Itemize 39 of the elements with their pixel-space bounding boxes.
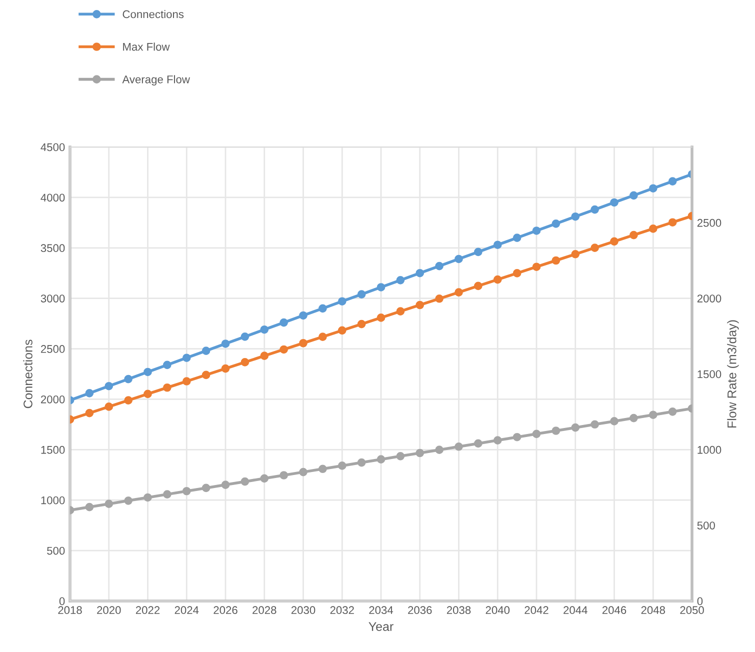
x-tick-label: 2042 bbox=[524, 606, 548, 614]
y2-tick-label: 2000 bbox=[697, 294, 722, 302]
y-tick-label: 4500 bbox=[40, 143, 65, 152]
x-axis-title: Year bbox=[368, 622, 394, 631]
x-tick-label: 2032 bbox=[330, 606, 354, 614]
y-tick-label: 3500 bbox=[40, 244, 65, 252]
y2-tick-label: 1000 bbox=[698, 446, 722, 454]
x-tick-label: 2024 bbox=[174, 606, 199, 614]
y-tick-label: 2000 bbox=[40, 395, 65, 404]
y2-tick-label: 1500 bbox=[698, 370, 722, 378]
x-tick-label: 2040 bbox=[486, 606, 510, 614]
y2-axis-title: Flow Rate (m3/day) bbox=[727, 320, 739, 428]
legend-label: Max Flow bbox=[123, 42, 170, 51]
y2-tick-label: 0 bbox=[697, 597, 703, 606]
y-tick-label: 3000 bbox=[40, 294, 65, 302]
y-axis-title: Connections bbox=[23, 340, 32, 408]
y-tick-label: 1000 bbox=[41, 496, 65, 504]
x-tick-label: 2034 bbox=[369, 606, 394, 614]
x-tick-label: 2022 bbox=[136, 606, 160, 614]
y-tick-label: 4000 bbox=[40, 194, 65, 202]
x-tick-label: 2046 bbox=[602, 606, 626, 614]
x-tick-label: 2036 bbox=[408, 606, 432, 614]
x-tick-label: 2048 bbox=[641, 606, 665, 614]
y-tick-label: 500 bbox=[47, 546, 65, 555]
x-tick-label: 2020 bbox=[97, 606, 121, 614]
y-tick-label: 0 bbox=[59, 597, 65, 606]
x-tick-label: 2044 bbox=[564, 606, 588, 614]
y-tick-label: 2500 bbox=[40, 345, 65, 353]
x-tick-label: 2018 bbox=[58, 606, 82, 614]
y-tick-label: 1500 bbox=[41, 446, 65, 454]
x-tick-label: 2050 bbox=[680, 606, 704, 614]
x-tick-label: 2038 bbox=[446, 606, 471, 614]
x-tick-label: 2028 bbox=[252, 606, 276, 614]
x-tick-label: 2026 bbox=[214, 606, 238, 614]
legend-label: Average Flow bbox=[122, 75, 190, 86]
x-tick-label: 2030 bbox=[291, 606, 316, 614]
y2-tick-label: 2500 bbox=[697, 218, 722, 227]
legend-label: Connections bbox=[122, 10, 184, 18]
y2-tick-label: 500 bbox=[697, 522, 715, 530]
